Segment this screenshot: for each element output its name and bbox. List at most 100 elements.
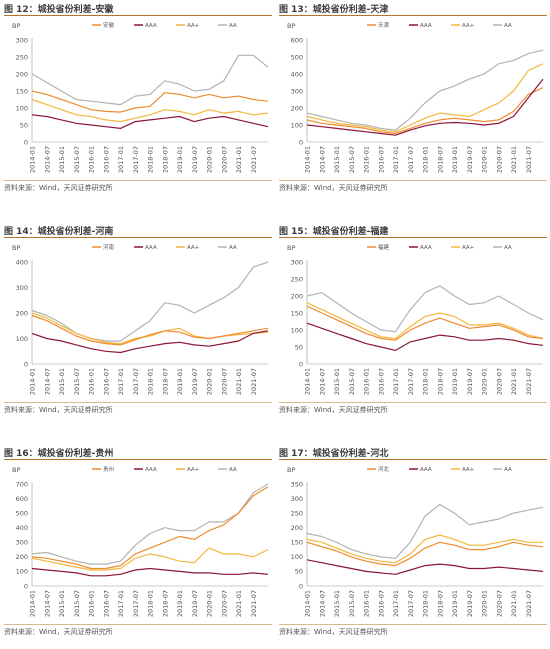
series-line-province (31, 486, 269, 570)
x-tick-label: 2014-01 (304, 146, 312, 173)
line-chart: BP 天津 AAA AA+ AA 0 100 200 300 400 500 600 2014-01 20… (287, 22, 544, 173)
title-divider (279, 237, 547, 238)
source-note: 资料来源：Wind，天风证券研究所 (4, 628, 113, 636)
series-line-aa (306, 503, 544, 559)
legend-label: AA (229, 23, 237, 29)
x-tick-label: 2018-01 (147, 590, 155, 617)
x-tick-label: 2016-01 (363, 368, 371, 395)
legend-label: AAA (420, 23, 432, 29)
legend-label: AA (504, 467, 512, 473)
x-tick-label: 2017-01 (392, 590, 400, 617)
x-tick-label: 2014-07 (318, 146, 326, 173)
source-divider (279, 402, 547, 403)
series-line-aa (31, 483, 269, 565)
y-tick-label: 500 (16, 509, 28, 517)
source-divider (279, 624, 547, 625)
x-tick-label: 2021-07 (525, 146, 533, 173)
y-tick-label: 250 (16, 53, 28, 61)
x-tick-label: 2018-07 (436, 590, 444, 617)
y-axis-unit-label: BP (287, 466, 295, 474)
x-tick-label: 2020-01 (481, 368, 489, 395)
x-tick-label: 2014-01 (304, 590, 312, 617)
x-tick-label: 2019-07 (191, 590, 199, 617)
x-tick-label: 2015-01 (333, 590, 341, 617)
title-divider (4, 459, 272, 460)
x-tick-label: 2016-07 (377, 368, 385, 395)
x-tick-label: 2021-01 (235, 590, 243, 617)
y-tick-label: 150 (16, 87, 28, 95)
title-divider (4, 15, 272, 16)
title-divider (279, 15, 547, 16)
x-tick-label: 2015-07 (348, 368, 356, 395)
y-axis-unit-label: BP (287, 22, 295, 30)
title-divider (4, 237, 272, 238)
y-tick-label: 50 (295, 568, 303, 576)
legend-label: AA+ (462, 467, 475, 473)
y-axis-unit-label: BP (12, 466, 20, 474)
chart-panel-guizhou: 图 16：城投省份利差-贵州 BP 贵州 AAA AA+ AA 0 100 200 300 400… (4, 444, 272, 649)
y-tick-label: 200 (291, 524, 303, 532)
series-line-aaa (31, 330, 269, 354)
x-tick-label: 2018-01 (422, 146, 430, 173)
legend-label: AA+ (187, 245, 200, 251)
legend-label: AAA (420, 245, 432, 251)
y-tick-label: 200 (16, 309, 28, 317)
x-tick-label: 2017-07 (132, 590, 140, 617)
y-tick-label: 600 (16, 495, 28, 503)
y-axis-unit-label: BP (12, 22, 20, 30)
x-tick-label: 2015-07 (73, 590, 81, 617)
x-tick-label: 2014-01 (29, 590, 37, 617)
series-line-province (306, 541, 544, 567)
chart-panel-fujian: 图 15：城投省份利差-福建 BP 福建 AAA AA+ AA 0 50 100 150 200 2… (279, 222, 547, 427)
x-tick-label: 2021-01 (510, 368, 518, 395)
panel-title: 图 14：城投省份利差-河南 (4, 227, 114, 237)
y-tick-label: 200 (291, 292, 303, 300)
x-tick-label: 2018-07 (161, 146, 169, 173)
y-tick-label: 400 (291, 70, 303, 78)
y-axis-unit-label: BP (12, 244, 20, 252)
x-tick-label: 2014-07 (43, 368, 51, 395)
x-tick-label: 2021-01 (235, 146, 243, 173)
source-note: 资料来源：Wind，天风证券研究所 (279, 628, 388, 636)
x-tick-label: 2016-07 (377, 590, 385, 617)
x-tick-label: 2016-07 (102, 368, 110, 395)
chart-panel-hebei: 图 17：城投省份利差-河北 BP 河北 AAA AA+ AA 0 50 100 150 200 2… (279, 444, 547, 649)
x-tick-label: 2015-07 (73, 368, 81, 395)
legend-label: 贵州 (103, 465, 114, 473)
series-line-province (306, 87, 544, 135)
series-line-aaplus (306, 302, 544, 340)
x-tick-label: 2014-07 (43, 146, 51, 173)
legend-label: AAA (145, 23, 157, 29)
series-line-aaa (306, 322, 544, 352)
y-tick-label: 250 (291, 509, 303, 517)
series-line-aa (31, 261, 269, 342)
x-tick-label: 2019-07 (466, 146, 474, 173)
line-chart: BP 福建 AAA AA+ AA 0 50 100 150 200 250 300 2014-01 201… (287, 243, 544, 395)
y-tick-label: 200 (16, 70, 28, 78)
series-line-province (306, 305, 544, 341)
x-tick-label: 2019-07 (191, 368, 199, 395)
legend-label: AA (229, 245, 237, 251)
y-tick-label: 0 (299, 138, 303, 146)
x-tick-label: 2017-01 (117, 590, 125, 617)
x-tick-label: 2020-01 (206, 368, 214, 395)
y-axis-unit-label: BP (287, 244, 295, 252)
y-tick-label: 0 (299, 582, 303, 590)
y-tick-label: 100 (291, 326, 303, 334)
x-tick-label: 2021-07 (250, 590, 258, 617)
x-tick-label: 2020-01 (206, 146, 214, 173)
x-tick-label: 2020-01 (206, 590, 214, 617)
x-tick-label: 2018-01 (147, 368, 155, 395)
x-tick-label: 2020-07 (495, 146, 503, 173)
y-tick-label: 0 (24, 138, 28, 146)
series-line-province (31, 314, 269, 346)
legend-label: AAA (145, 245, 157, 251)
x-tick-label: 2021-07 (525, 590, 533, 617)
x-tick-label: 2017-01 (117, 368, 125, 395)
x-tick-label: 2020-07 (220, 146, 228, 173)
source-note: 资料来源：Wind，天风证券研究所 (4, 184, 113, 192)
legend-label: 安徽 (103, 21, 115, 29)
x-tick-label: 2016-01 (88, 368, 96, 395)
y-tick-label: 0 (24, 360, 28, 368)
series-line-aaa (306, 78, 544, 136)
